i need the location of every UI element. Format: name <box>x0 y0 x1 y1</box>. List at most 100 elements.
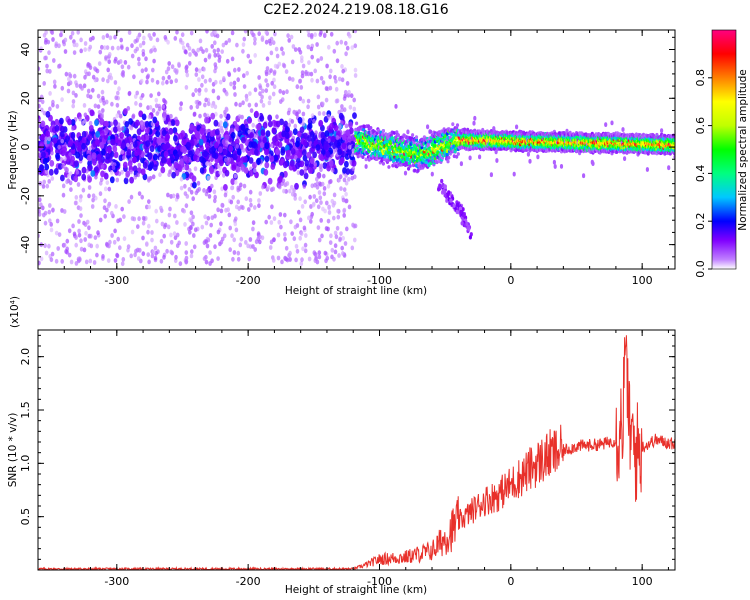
heatmap-cell <box>116 90 120 96</box>
heatmap-cell <box>44 250 49 256</box>
heatmap-cell <box>306 151 312 159</box>
heatmap-cell <box>246 243 250 249</box>
heatmap-cell <box>204 129 209 134</box>
heatmap-cell <box>275 53 280 59</box>
heatmap-cell <box>227 157 232 163</box>
heatmap-cell <box>175 220 179 225</box>
heatmap-cell <box>208 162 213 167</box>
heatmap-cell <box>67 118 72 126</box>
heatmap-cell <box>328 85 333 91</box>
heatmap-cell <box>332 142 337 150</box>
heatmap-cell <box>162 254 166 260</box>
heatmap-cell <box>312 250 317 256</box>
heatmap-cell <box>260 94 264 100</box>
heatmap-cell <box>267 214 272 220</box>
heatmap-cell <box>306 30 311 34</box>
heatmap-cell <box>244 97 249 102</box>
heatmap-cell <box>245 70 249 76</box>
heatmap-cell <box>129 194 134 200</box>
heatmap-cell <box>77 219 81 224</box>
heatmap-cell <box>319 167 323 173</box>
heatmap-cell <box>204 239 209 245</box>
heatmap-cell <box>204 141 210 149</box>
heatmap-cell <box>321 80 326 85</box>
heatmap-cell <box>88 258 93 264</box>
heatmap-cell <box>230 30 235 36</box>
heatmap-cell <box>115 253 120 259</box>
heatmap-cell <box>342 208 346 214</box>
heatmap-cell <box>136 35 140 41</box>
heatmap-cell <box>234 101 238 107</box>
heatmap-cell <box>106 67 110 73</box>
chart-title: C2E2.2024.219.08.18.G16 <box>263 2 448 18</box>
heatmap-cell <box>133 252 137 258</box>
heatmap-cell <box>124 137 130 144</box>
heatmap-cell <box>281 178 286 184</box>
heatmap-cell <box>204 220 209 226</box>
heatmap-cell <box>515 124 519 130</box>
heatmap-cell <box>141 220 146 226</box>
heatmap-cell <box>94 119 99 127</box>
heatmap-cell <box>591 161 595 167</box>
heatmap-cell <box>71 99 76 104</box>
heatmap-cell <box>136 128 142 136</box>
heatmap-cell <box>213 244 217 250</box>
heatmap-cell <box>189 225 193 231</box>
heatmap-cell <box>55 152 60 160</box>
heatmap-cell <box>227 71 231 76</box>
heatmap-cell <box>197 101 202 106</box>
heatmap-cell <box>73 200 78 206</box>
heatmap-cell <box>100 89 105 95</box>
heatmap-cell <box>187 60 192 66</box>
heatmap-cell <box>285 181 290 186</box>
heatmap-cell <box>385 139 389 144</box>
heatmap-cell <box>71 103 75 109</box>
heatmap-cell <box>242 183 247 189</box>
heatmap-cell <box>248 141 254 148</box>
heatmap-cell <box>152 116 158 124</box>
heatmap-cell <box>45 130 51 138</box>
heatmap-cell <box>60 125 65 133</box>
heatmap-cell <box>60 138 64 144</box>
heatmap-cell <box>272 136 277 143</box>
heatmap-cell <box>126 149 132 156</box>
heatmap-cell <box>318 119 324 127</box>
heatmap-cell <box>318 153 324 161</box>
heatmap-cell <box>316 204 321 210</box>
heatmap-cell <box>319 75 324 81</box>
heatmap-cell <box>197 77 201 82</box>
heatmap-cell <box>340 104 344 109</box>
heatmap-cell <box>126 244 131 250</box>
heatmap-cell <box>87 176 92 183</box>
heatmap-cell <box>230 178 236 186</box>
heatmap-cell <box>120 169 124 175</box>
heatmap-cell <box>155 218 159 224</box>
heatmap-cell <box>253 205 257 210</box>
heatmap-cell <box>86 88 91 94</box>
heatmap-cell <box>271 40 276 46</box>
heatmap-cell <box>271 258 276 263</box>
heatmap-cell <box>253 87 258 93</box>
heatmap-cell <box>61 192 66 198</box>
heatmap-cell <box>294 155 298 160</box>
heatmap-cell <box>214 79 218 85</box>
heatmap-cell <box>95 130 101 138</box>
heatmap-cell <box>194 72 199 77</box>
heatmap-cell <box>43 40 48 45</box>
heatmap-cell <box>299 169 305 176</box>
heatmap-cell <box>288 188 292 194</box>
heatmap-cell <box>193 166 198 172</box>
heatmap-cell <box>327 179 332 185</box>
heatmap-cell <box>559 164 564 169</box>
heatmap-cell <box>208 250 212 256</box>
heatmap-cell <box>183 183 187 189</box>
heatmap-cell <box>264 39 269 45</box>
heatmap-cell <box>239 182 243 188</box>
heatmap-cell <box>361 155 365 160</box>
heatmap-cell <box>72 231 77 237</box>
heatmap-cell <box>74 195 79 200</box>
heatmap-cell <box>45 183 50 189</box>
heatmap-cell <box>278 212 283 217</box>
heatmap-cell <box>256 158 261 165</box>
heatmap-cell <box>199 167 205 174</box>
